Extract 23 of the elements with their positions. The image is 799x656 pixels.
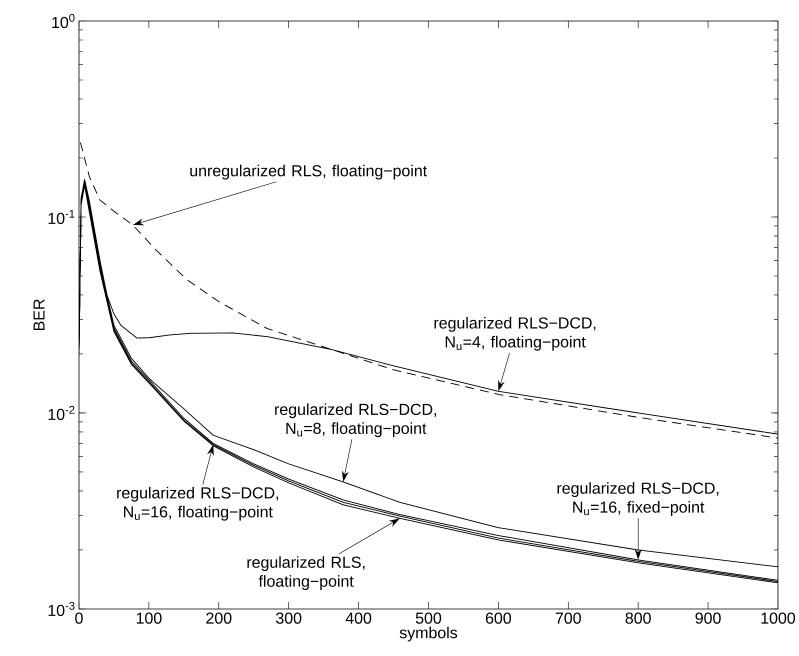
annotation: regularized RLS−DCD, N$_{u}$=16, fixed−point xyxy=(558,482,718,516)
x-axis-title: symbols xyxy=(400,626,458,642)
annotation: regularized RLS−DCD, N$_{u}$=8, floating−point xyxy=(275,403,436,438)
annotation: regularized RLS, floating−point xyxy=(247,556,364,590)
annotation: unregularized RLS, floating−point xyxy=(190,164,428,180)
x-tick-label: 200 xyxy=(206,612,232,624)
y-axis-title: BER xyxy=(34,299,44,330)
x-tick-label: 300 xyxy=(276,612,302,624)
annotation: regularized RLS−DCD, N$_{u}$=16, floating−point xyxy=(117,486,278,521)
x-tick-label: 700 xyxy=(556,612,581,624)
x-tick-label: 600 xyxy=(486,612,512,624)
annotation: regularized RLS−DCD, N$_{u}$=4, floating−point xyxy=(434,316,596,351)
x-tick-label: 100 xyxy=(136,612,162,624)
y-tick-label: 10$^{0}$ xyxy=(52,14,75,28)
x-tick-label: 0 xyxy=(75,612,83,624)
x-tick-label: 900 xyxy=(696,612,721,624)
y-tick-label: 10$^{-3}$ xyxy=(48,602,74,616)
y-tick-label: 10$^{-1}$ xyxy=(48,210,74,224)
x-tick-label: 400 xyxy=(346,612,372,624)
y-tick-label: 10$^{-2}$ xyxy=(48,406,74,420)
x-tick-label: 800 xyxy=(626,612,651,624)
x-tick-label: 1000 xyxy=(761,612,796,624)
x-tick-label: 500 xyxy=(416,612,442,624)
